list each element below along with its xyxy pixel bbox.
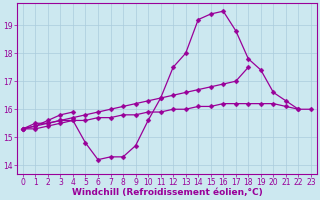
X-axis label: Windchill (Refroidissement éolien,°C): Windchill (Refroidissement éolien,°C) — [72, 188, 262, 197]
